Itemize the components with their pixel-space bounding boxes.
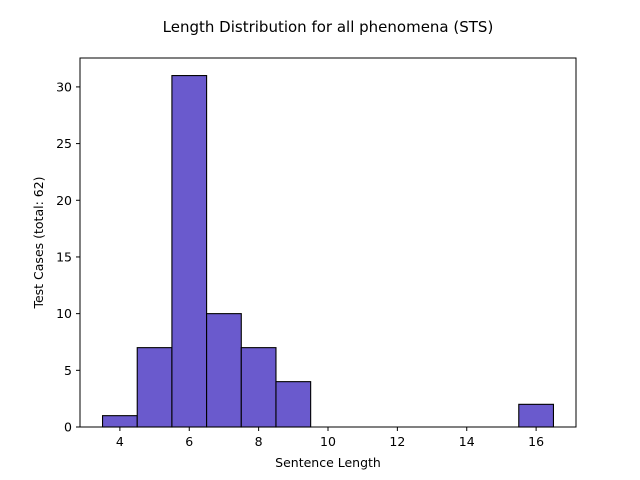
y-axis-ticks: 0 5 10 15 20 25 30 — [56, 79, 80, 435]
x-tick-label: 6 — [185, 434, 193, 449]
bar-6 — [171, 75, 208, 428]
x-tick-label: 14 — [459, 434, 475, 449]
x-axis-ticks: 4 6 8 10 12 14 16 — [116, 427, 544, 449]
y-axis-label: Test Cases (total: 62) — [31, 176, 46, 309]
bar-5 — [136, 347, 173, 428]
bar-9 — [275, 381, 312, 428]
y-tick-label: 5 — [64, 363, 72, 378]
bar-16 — [518, 403, 555, 428]
x-axis-label: Sentence Length — [275, 455, 381, 470]
x-tick-label: 8 — [255, 434, 263, 449]
y-tick-label: 15 — [56, 249, 72, 264]
bar-7 — [206, 313, 242, 428]
bars-group — [101, 75, 555, 428]
chart-title: Length Distribution for all phenomena (S… — [163, 18, 494, 36]
plot-frame — [79, 57, 577, 428]
y-tick-label: 0 — [64, 420, 72, 435]
bar-4 — [101, 415, 138, 428]
bar-8 — [240, 347, 277, 428]
x-tick-label: 4 — [116, 434, 124, 449]
y-tick-label: 25 — [56, 136, 72, 151]
x-tick-label: 12 — [389, 434, 405, 449]
y-tick-label: 20 — [56, 193, 72, 208]
x-tick-label: 10 — [320, 434, 336, 449]
y-tick-label: 30 — [56, 79, 72, 94]
x-tick-label: 16 — [528, 434, 544, 449]
y-tick-label: 10 — [56, 306, 72, 321]
